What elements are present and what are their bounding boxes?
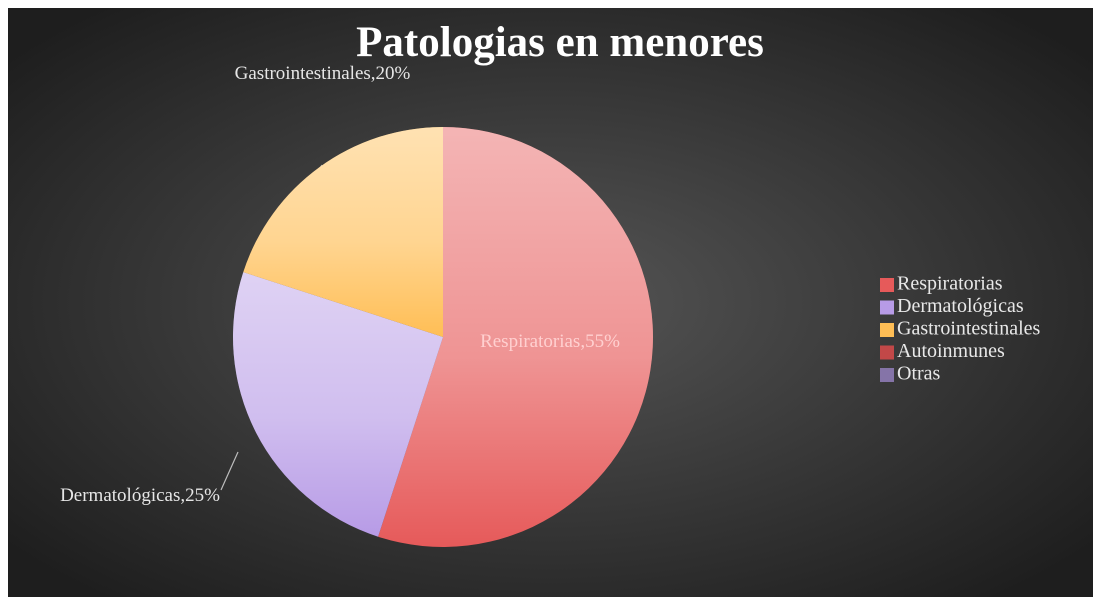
legend-label: Autoinmunes <box>897 340 1005 362</box>
legend-swatch <box>880 278 894 292</box>
legend-swatch <box>880 323 894 337</box>
data-label: Dermatológicas,25% <box>60 485 220 506</box>
data-label: Gastrointestinales,20% <box>234 63 411 84</box>
legend-label: Otras <box>897 363 941 385</box>
legend-swatch <box>880 368 894 382</box>
legend-label: Gastrointestinales <box>897 318 1041 340</box>
chart-title: Patologias en menores <box>356 19 764 66</box>
legend: RespiratoriasDermatológicasGastrointesti… <box>880 273 1041 385</box>
legend-swatch <box>880 345 894 360</box>
slice-shine <box>243 127 443 337</box>
slice-shine <box>233 272 443 537</box>
slice-shine <box>378 127 653 547</box>
leader-line <box>220 451 239 491</box>
legend-label: Dermatológicas <box>897 295 1024 317</box>
data-label: Respiratorias,55% <box>480 331 620 352</box>
legend-swatch <box>880 300 894 315</box>
pie <box>233 127 653 547</box>
legend-label: Respiratorias <box>897 273 1003 295</box>
